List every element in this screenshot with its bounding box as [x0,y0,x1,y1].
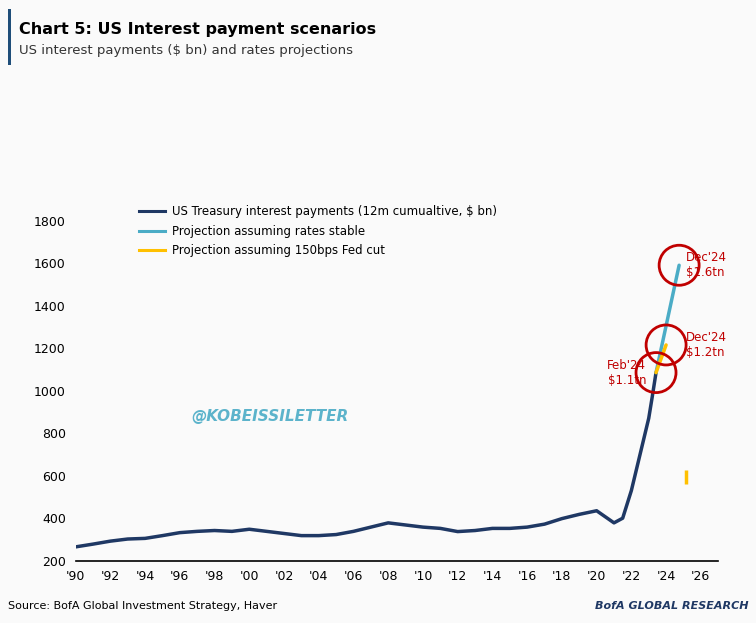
Text: Dec'24
$1.6tn: Dec'24 $1.6tn [686,251,727,279]
Legend: US Treasury interest payments (12m cumualtive, $ bn), Projection assuming rates : US Treasury interest payments (12m cumua… [139,205,497,257]
Text: @KOBEISSILETTER: @KOBEISSILETTER [191,409,349,424]
Text: Source: BofA Global Investment Strategy, Haver: Source: BofA Global Investment Strategy,… [8,601,277,611]
Text: Dec'24
$1.2tn: Dec'24 $1.2tn [686,331,727,359]
Text: BofA GLOBAL RESEARCH: BofA GLOBAL RESEARCH [595,601,748,611]
Text: US interest payments ($ bn) and rates projections: US interest payments ($ bn) and rates pr… [19,44,353,57]
Text: Feb'24
$1.1tn: Feb'24 $1.1tn [607,359,646,387]
Text: Chart 5: US Interest payment scenarios: Chart 5: US Interest payment scenarios [19,22,376,37]
